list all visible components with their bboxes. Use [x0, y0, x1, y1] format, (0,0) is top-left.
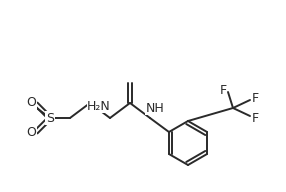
Text: F: F	[251, 92, 259, 104]
Text: NH: NH	[146, 102, 164, 114]
Text: O: O	[26, 97, 36, 109]
Text: O: O	[26, 127, 36, 140]
Text: F: F	[219, 84, 227, 97]
Text: S: S	[46, 112, 54, 124]
Text: H₂N: H₂N	[87, 99, 111, 113]
Text: F: F	[251, 112, 259, 124]
